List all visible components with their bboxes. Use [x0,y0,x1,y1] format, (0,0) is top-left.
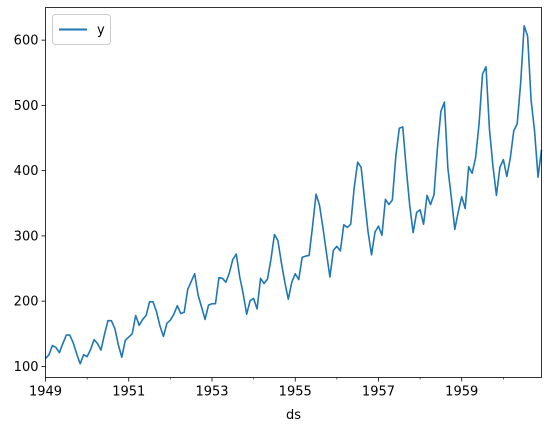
y-tick-label: 300 [14,229,39,244]
x-tick-label: 1955 [279,385,312,400]
y-tick-label: 200 [14,295,39,310]
x-tick-label: 1951 [112,385,145,400]
legend: y [52,14,111,45]
series-layer [44,24,543,365]
y-tick-label: 600 [14,34,39,49]
x-axis-label: ds [286,408,301,423]
x-tick-label: 1949 [29,385,62,400]
x-tick-label: 1957 [362,385,395,400]
x-tick-label: 1953 [195,385,228,400]
legend-entry-label: y [97,23,105,38]
plot-frame [45,7,542,378]
axes-layer: 100 200 300 400 500 600 1949 1951 1953 1955 1957 19… [14,34,504,400]
x-tick-label: 1959 [445,385,478,400]
y-tick-label: 500 [14,99,39,114]
y-tick-label: 100 [14,360,39,375]
plot-area [45,7,542,378]
y-tick-label: 400 [14,164,39,179]
series-line-y [44,24,543,365]
